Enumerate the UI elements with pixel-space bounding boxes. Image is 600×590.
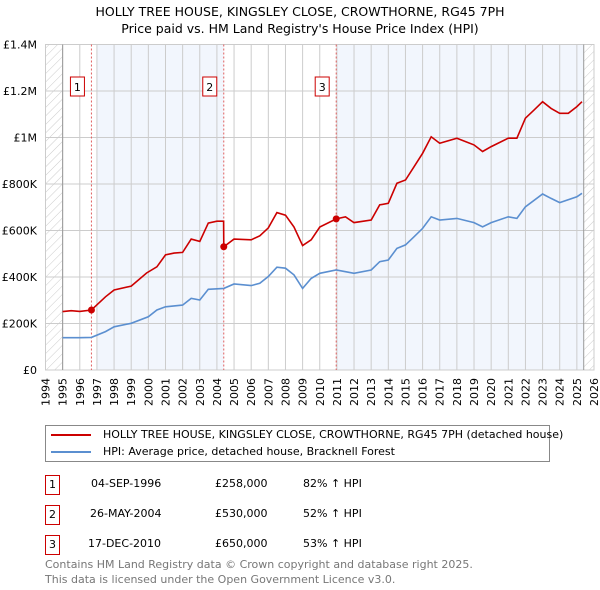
legend-label: HPI: Average price, detached house, Brac… <box>103 445 395 458</box>
y-tick-label: £800K <box>2 178 38 191</box>
sale-date: 26-MAY-2004 <box>90 507 162 520</box>
x-tick-label: 2025 <box>571 378 584 406</box>
sale-badge: 3 <box>45 535 60 555</box>
footer-copyright: Contains HM Land Registry data © Crown c… <box>45 558 473 571</box>
sale-price: £530,000 <box>215 507 268 520</box>
x-tick-label: 1998 <box>108 378 121 406</box>
sale-date: 04-SEP-1996 <box>91 477 162 490</box>
sale-point <box>87 306 95 314</box>
x-tick-label: 2012 <box>348 378 361 406</box>
sale-hpi: 52% ↑ HPI <box>303 507 362 520</box>
chart-title: HOLLY TREE HOUSE, KINGSLEY CLOSE, CROWTH… <box>95 4 505 19</box>
sale-price: £258,000 <box>215 477 268 490</box>
hatched-region <box>583 44 594 370</box>
sale-label: 1 <box>74 81 81 94</box>
y-tick-label: £1M <box>14 132 38 145</box>
price-paid-line <box>62 100 583 313</box>
x-tick-label: 2018 <box>451 378 464 406</box>
x-tick-label: 2008 <box>279 378 292 406</box>
x-tick-label: 1999 <box>125 378 138 406</box>
plot-area: 1994 1995 1996 1997 1998 1999 2000 2001 2002 2003… <box>2 39 600 407</box>
legend-item-property: HOLLY TREE HOUSE, KINGSLEY CLOSE, CROWTH… <box>46 427 563 443</box>
sale-label: 3 <box>319 81 326 94</box>
sale-label-box <box>314 76 330 97</box>
x-tick-label: 2000 <box>142 378 155 406</box>
sale-label-box <box>202 76 218 97</box>
x-tick-label: 2003 <box>194 378 207 406</box>
x-tick-label: 2017 <box>434 378 447 406</box>
x-tick-label: 2009 <box>297 378 310 406</box>
plot-frame <box>45 44 595 371</box>
x-tick-label: 2019 <box>468 378 481 406</box>
y-tick-label: £1.4M <box>3 39 37 52</box>
footer-licence: This data is licensed under the Open Gov… <box>45 573 396 586</box>
x-tick-label: 2016 <box>417 378 430 406</box>
legend-swatch-blue <box>51 451 91 453</box>
hpi-line <box>62 192 583 339</box>
sale-point <box>220 243 228 251</box>
legend-label: HOLLY TREE HOUSE, KINGSLEY CLOSE, CROWTH… <box>103 428 564 441</box>
sale-row: 2 26-MAY-2004 £530,000 52% ↑ HPI <box>45 505 445 525</box>
shaded-band <box>336 44 584 370</box>
x-tick-label: 2024 <box>554 378 567 406</box>
legend: HOLLY TREE HOUSE, KINGSLEY CLOSE, CROWTH… <box>45 425 563 462</box>
y-tick-label: £400K <box>2 271 38 284</box>
x-tick-label: 1994 <box>40 378 53 406</box>
y-tick-label: £200K <box>2 318 38 331</box>
x-tick-label: 2001 <box>159 378 172 406</box>
x-tick-label: 2022 <box>519 378 532 406</box>
x-tick-label: 2007 <box>262 378 275 406</box>
sale-label-box <box>69 76 85 97</box>
x-tick-label: 2006 <box>245 378 258 406</box>
sale-date: 17-DEC-2010 <box>88 537 162 550</box>
x-tick-label: 2015 <box>399 378 412 406</box>
y-tick-label: £1.2M <box>3 85 37 98</box>
sale-row: 1 04-SEP-1996 £258,000 82% ↑ HPI <box>45 475 445 495</box>
sale-label: 2 <box>206 81 213 94</box>
hatched-region <box>45 44 63 370</box>
x-tick-label: 1997 <box>91 378 104 406</box>
sale-hpi: 82% ↑ HPI <box>303 477 362 490</box>
shaded-band <box>96 44 224 370</box>
x-tick-label: 2020 <box>485 378 498 406</box>
x-tick-label: 2013 <box>365 378 378 406</box>
x-tick-label: 1996 <box>74 378 87 406</box>
x-tick-label: 2011 <box>331 378 344 406</box>
x-tick-label: 2005 <box>228 378 241 406</box>
x-tick-label: 2002 <box>177 378 190 406</box>
y-tick-label: £0 <box>23 364 37 377</box>
y-tick-label: £600K <box>2 225 38 238</box>
sale-point <box>332 215 340 223</box>
x-tick-label: 2014 <box>382 378 395 406</box>
sale-row: 3 17-DEC-2010 £650,000 53% ↑ HPI <box>45 535 445 555</box>
x-tick-label: 2026 <box>588 378 600 406</box>
x-tick-label: 2004 <box>211 378 224 406</box>
x-tick-label: 2010 <box>314 378 327 406</box>
sale-price: £650,000 <box>215 537 268 550</box>
legend-item-hpi: HPI: Average price, detached house, Brac… <box>46 444 395 460</box>
x-tick-label: 2023 <box>537 378 550 406</box>
sale-badge: 1 <box>45 475 60 495</box>
chart-subtitle: Price paid vs. HM Land Registry's House … <box>121 21 479 36</box>
sale-badge: 2 <box>45 505 60 525</box>
sale-hpi: 53% ↑ HPI <box>303 537 362 550</box>
x-tick-label: 1995 <box>57 378 70 406</box>
legend-swatch-red <box>51 434 91 436</box>
x-tick-label: 2021 <box>502 378 515 406</box>
